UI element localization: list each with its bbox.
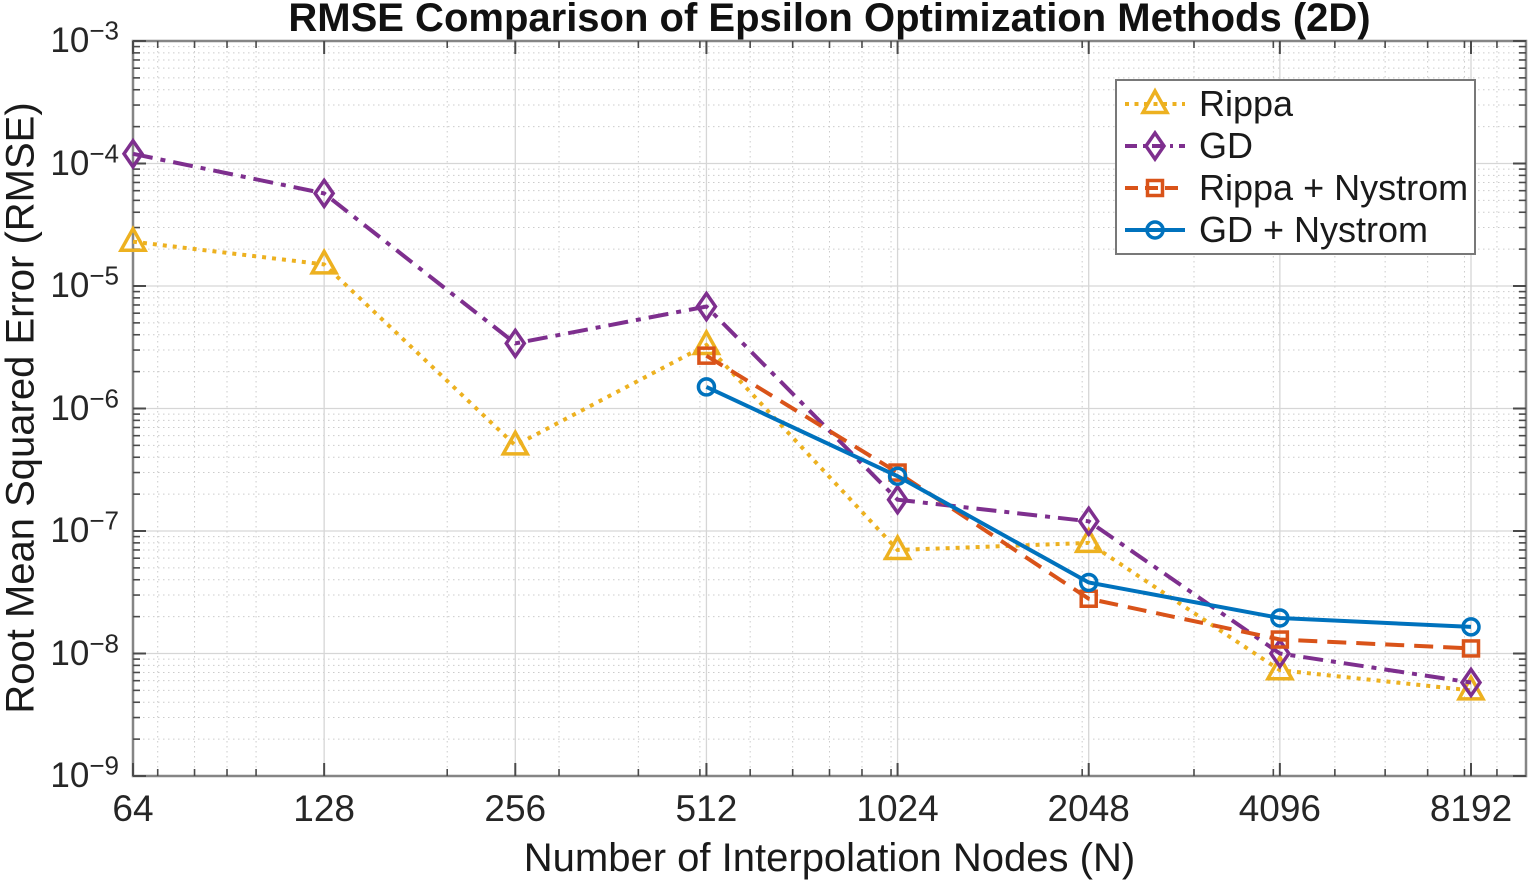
legend-entry-gd: GD bbox=[1125, 125, 1474, 167]
marker-triangle bbox=[500, 428, 531, 456]
marker-triangle bbox=[118, 225, 148, 252]
marker-triangle bbox=[1073, 526, 1104, 554]
series-line bbox=[132, 239, 1472, 693]
marker-diamond bbox=[1077, 505, 1100, 538]
x-tick-label: 128 bbox=[293, 788, 355, 829]
marker-circle bbox=[1461, 617, 1481, 637]
legend-sample-rippa bbox=[1125, 87, 1185, 115]
x-tick-label: 64 bbox=[112, 788, 154, 829]
series-line bbox=[705, 353, 1472, 651]
legend-label-gd: GD bbox=[1199, 125, 1253, 166]
legend-label-rippa: Rippa bbox=[1199, 83, 1294, 124]
marker-diamond bbox=[1459, 666, 1483, 699]
marker-diamond bbox=[695, 290, 718, 323]
legend-label-gd-nystrom: GD + Nystrom bbox=[1199, 209, 1429, 250]
legend-sample-rippa-nystrom bbox=[1125, 178, 1185, 198]
y-tick-label: 10−6 bbox=[50, 382, 119, 428]
marker-circle bbox=[887, 466, 908, 486]
y-tick-label: 10−3 bbox=[50, 15, 119, 60]
marker-triangle bbox=[882, 533, 913, 561]
series-line bbox=[705, 385, 1472, 629]
marker-diamond bbox=[1268, 637, 1291, 670]
legend-entry-rippa: Rippa bbox=[1125, 83, 1474, 125]
x-tick-label: 8192 bbox=[1429, 788, 1513, 829]
marker-diamond bbox=[1143, 129, 1167, 163]
marker-diamond bbox=[121, 137, 145, 170]
legend-sample-gd-nystrom bbox=[1125, 220, 1185, 240]
marker-diamond bbox=[886, 483, 909, 516]
marker-diamond bbox=[313, 177, 336, 210]
marker-circle bbox=[1270, 608, 1290, 628]
marker-triangle bbox=[1140, 87, 1170, 115]
y-tick-label: 10−4 bbox=[50, 137, 119, 183]
marker-circle bbox=[1145, 220, 1165, 240]
x-axis-label: Number of Interpolation Nodes (N) bbox=[523, 836, 1136, 880]
y-tick-label: 10−7 bbox=[50, 505, 119, 550]
marker-square bbox=[1270, 630, 1290, 649]
marker-triangle bbox=[309, 247, 340, 275]
y-tick-label: 10−8 bbox=[50, 627, 119, 673]
series-gd-nystrom bbox=[696, 377, 1481, 637]
marker-triangle bbox=[1264, 653, 1295, 681]
x-tick-label: 2048 bbox=[1047, 788, 1130, 829]
y-tick-label: 10−9 bbox=[50, 750, 119, 795]
legend-entry-rippa-nystrom: Rippa + Nystrom bbox=[1125, 167, 1474, 209]
x-tick-label: 256 bbox=[484, 788, 547, 829]
x-tick-label: 4096 bbox=[1238, 788, 1322, 829]
legend-entry-gd-nystrom: GD + Nystrom bbox=[1125, 209, 1474, 251]
chart-title: RMSE Comparison of Epsilon Optimization … bbox=[288, 0, 1371, 40]
y-tick-label: 10−5 bbox=[50, 260, 119, 305]
x-tick-label: 1024 bbox=[856, 788, 939, 829]
marker-square bbox=[697, 346, 716, 365]
marker-triangle bbox=[691, 328, 722, 356]
legend-label-rippa-nystrom: Rippa + Nystrom bbox=[1199, 167, 1469, 208]
marker-square bbox=[1461, 639, 1481, 658]
series-rippa bbox=[118, 225, 1486, 701]
legend-box: Rippa GD Rippa + Nystrom GD + Nystrom bbox=[1115, 79, 1476, 255]
marker-diamond bbox=[504, 327, 527, 360]
x-tick-label: 512 bbox=[675, 788, 738, 829]
marker-circle bbox=[696, 377, 717, 397]
marker-circle bbox=[1078, 572, 1099, 593]
marker-square bbox=[1145, 178, 1165, 198]
legend-sample-gd bbox=[1125, 129, 1185, 163]
